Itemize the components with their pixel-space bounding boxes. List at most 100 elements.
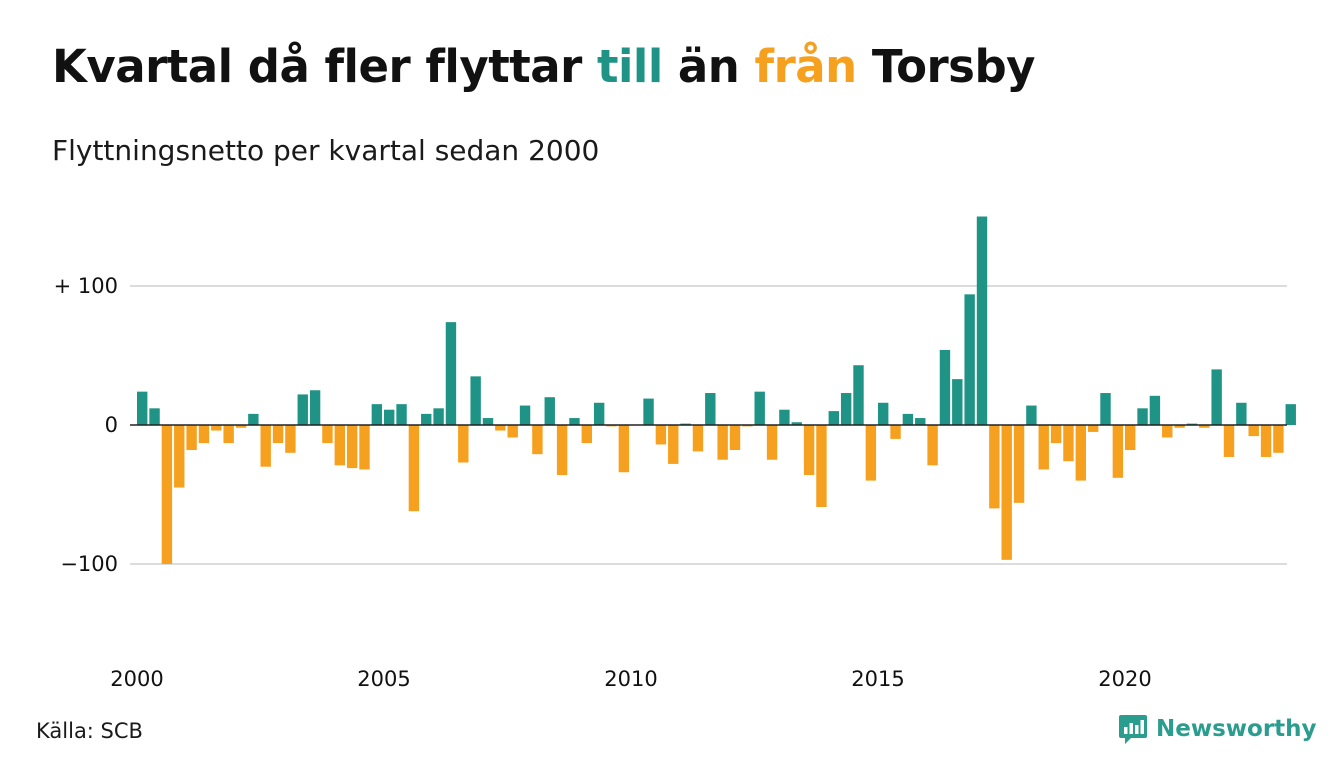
- bar-negative: [532, 425, 543, 455]
- newsworthy-logo: Newsworthy: [1118, 713, 1317, 745]
- bar-positive: [149, 408, 160, 425]
- x-tick-label: 2020: [1098, 667, 1151, 691]
- bar-positive: [964, 294, 975, 425]
- bar-positive: [754, 391, 765, 425]
- x-tick-label: 2000: [110, 667, 163, 691]
- bar-positive: [593, 402, 605, 425]
- bar-negative: [1223, 425, 1235, 457]
- y-tick-label: −100: [60, 552, 118, 576]
- x-tick-label: 2010: [604, 667, 657, 691]
- bar-positive: [779, 409, 790, 425]
- bar-negative: [618, 425, 630, 473]
- bar-negative: [865, 425, 877, 481]
- bar-positive: [1149, 395, 1161, 425]
- y-tick-label: + 100: [54, 274, 118, 298]
- source-note: Källa: SCB: [36, 719, 143, 743]
- bar-positive: [519, 405, 531, 425]
- gridlines: [130, 285, 1287, 565]
- bar-negative: [1260, 425, 1272, 457]
- bar-positive: [384, 409, 395, 425]
- bar-positive: [1236, 402, 1247, 425]
- bar-negative: [803, 425, 815, 476]
- bar-negative: [816, 425, 827, 508]
- bar-positive: [1026, 405, 1037, 425]
- bar-negative: [729, 425, 741, 451]
- bar-negative: [581, 425, 592, 444]
- bar-positive: [1137, 408, 1148, 425]
- chart-title: Kvartal då fler flyttar till än från Tor…: [52, 40, 1036, 93]
- bar-negative: [1050, 425, 1062, 444]
- bar-positive: [853, 365, 864, 425]
- title-part-2: än: [662, 40, 755, 93]
- bar-positive: [1211, 369, 1222, 425]
- bar-negative: [1075, 425, 1086, 481]
- newsworthy-logo-icon: [1119, 715, 1147, 744]
- bar-negative: [174, 425, 185, 488]
- x-axis-labels: 2000 2005 2010 2015 2020: [110, 667, 1151, 691]
- bar-negative: [1013, 425, 1025, 503]
- bars: [130, 216, 1296, 564]
- bar-negative: [458, 425, 469, 463]
- bar-positive: [445, 322, 457, 425]
- bar-positive: [976, 216, 988, 425]
- bar-negative: [260, 425, 271, 467]
- bar-positive: [309, 390, 321, 425]
- bar-positive: [371, 404, 383, 425]
- bar-negative: [1174, 425, 1185, 428]
- bar-negative: [989, 425, 1000, 509]
- bar-negative: [161, 425, 173, 564]
- bar-positive: [137, 391, 148, 425]
- bar-negative: [1199, 425, 1210, 428]
- bar-positive: [939, 349, 951, 425]
- bar-negative: [186, 425, 197, 451]
- bar-positive: [840, 393, 852, 425]
- bar-positive: [248, 413, 259, 425]
- brand-name: Newsworthy: [1156, 716, 1317, 742]
- bar-negative: [1038, 425, 1049, 470]
- bar-negative: [408, 425, 420, 512]
- bar-positive: [1285, 404, 1296, 425]
- bar-negative: [692, 425, 704, 452]
- bar-positive: [705, 393, 716, 425]
- bar-negative: [890, 425, 901, 439]
- bar-negative: [1125, 425, 1136, 451]
- bar-negative: [334, 425, 345, 466]
- bar-negative: [359, 425, 370, 470]
- bar-positive: [544, 397, 555, 425]
- bar-positive: [421, 413, 432, 425]
- y-axis-labels: + 100 0 −100: [54, 274, 118, 576]
- bar-negative: [1087, 425, 1099, 432]
- bar-positive: [902, 413, 914, 425]
- bar-negative: [556, 425, 568, 476]
- bar-positive: [828, 411, 839, 425]
- bar-positive: [482, 418, 494, 425]
- bar-positive: [643, 398, 654, 425]
- bar-positive: [433, 408, 444, 425]
- bar-negative: [322, 425, 333, 444]
- bar-negative: [927, 425, 938, 466]
- bar-negative: [1112, 425, 1124, 478]
- bar-negative: [211, 425, 222, 431]
- y-tick-label: 0: [105, 413, 118, 437]
- title-part-3: Torsby: [856, 40, 1036, 93]
- bar-negative: [1063, 425, 1074, 462]
- title-fran-highlight: från: [754, 40, 858, 93]
- bar-positive: [915, 418, 926, 425]
- bar-negative: [285, 425, 296, 453]
- bar-negative: [346, 425, 358, 469]
- bar-negative: [272, 425, 284, 444]
- bar-positive: [470, 376, 481, 425]
- bar-negative: [198, 425, 210, 444]
- bar-positive: [569, 418, 580, 425]
- bar-positive: [396, 404, 407, 425]
- title-till-highlight: till: [596, 40, 663, 93]
- bar-negative: [235, 425, 247, 428]
- bar-negative: [1001, 425, 1012, 560]
- bar-negative: [766, 425, 778, 460]
- bar-negative: [223, 425, 234, 444]
- bar-negative: [655, 425, 667, 445]
- chart-subtitle: Flyttningsnetto per kvartal sedan 2000: [52, 134, 600, 167]
- x-tick-label: 2015: [851, 667, 904, 691]
- bar-negative: [507, 425, 518, 438]
